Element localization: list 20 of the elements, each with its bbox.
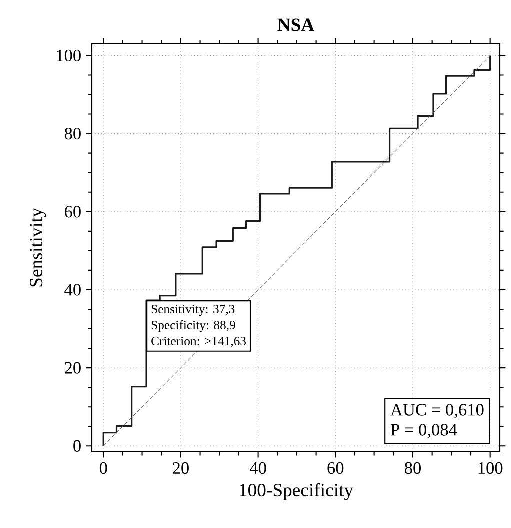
x-tick-label: 100 bbox=[478, 462, 503, 474]
annotation: Sensitivity: 37,3 bbox=[152, 305, 235, 316]
x-axis-title: 100-Specificity bbox=[240, 483, 354, 500]
x-tick-label: 20 bbox=[173, 462, 189, 474]
y-tick-label: 40 bbox=[64, 284, 81, 296]
x-tick-label: 80 bbox=[404, 462, 421, 474]
annotation: P = 0,084 bbox=[390, 424, 458, 438]
y-tick-label: 100 bbox=[57, 50, 81, 62]
x-tick-label: 60 bbox=[328, 462, 344, 474]
chart-title: NSA bbox=[278, 18, 315, 32]
x-tick-label: 40 bbox=[250, 462, 266, 474]
x-tick-label: 0 bbox=[100, 462, 108, 474]
annotation: Specificity: 88,9 bbox=[152, 320, 236, 332]
y-tick-label: 0 bbox=[74, 440, 81, 452]
y-tick-label: 60 bbox=[65, 206, 81, 218]
y-tick-label: 20 bbox=[65, 362, 81, 374]
y-axis-title: Sensitivity bbox=[30, 208, 46, 287]
y-tick-label: 80 bbox=[64, 128, 81, 140]
annotation: Criterion: >141,63 bbox=[152, 337, 246, 348]
annotation: AUC = 0,610 bbox=[390, 404, 484, 418]
